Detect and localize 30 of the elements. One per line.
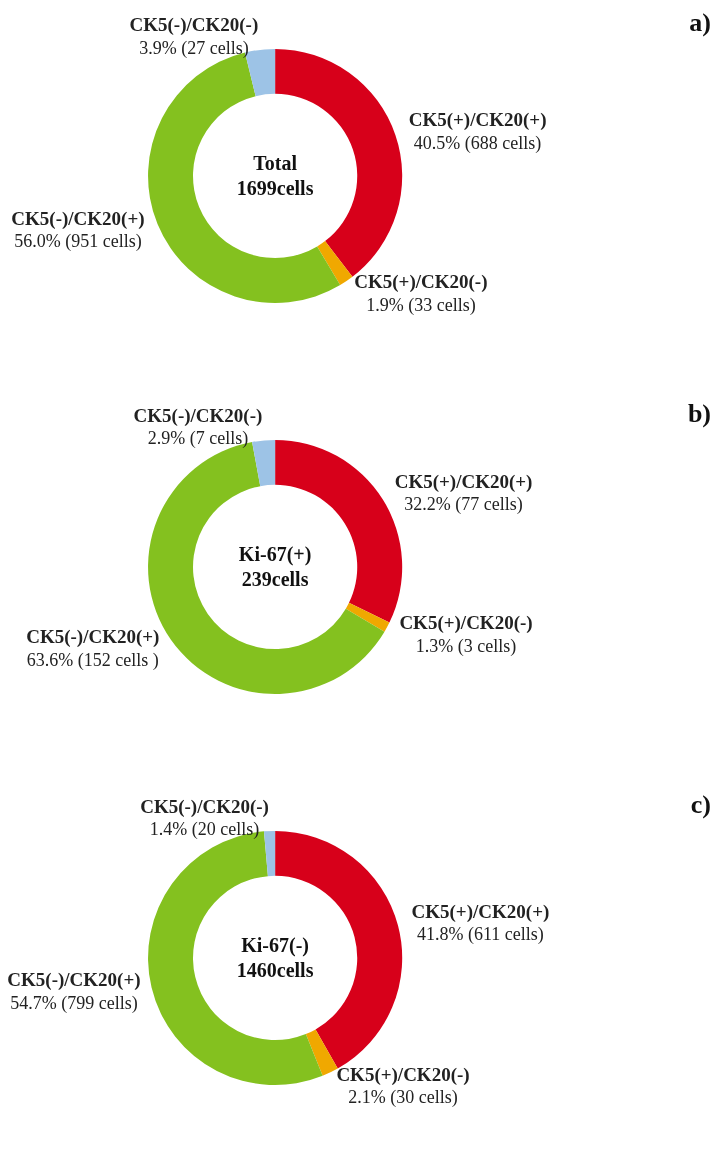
slice-label: CK5(+)/CK20(-) bbox=[399, 612, 533, 635]
data-label: 54.7% (799 cells) bbox=[10, 992, 138, 1014]
slice-label: CK5(-)/CK20(-) bbox=[140, 795, 269, 818]
text: Ki-67(+) 239cells bbox=[238, 543, 312, 591]
data-label: 63.6% (152 cells ) bbox=[26, 649, 159, 671]
data-label: 41.8% (611 cells) bbox=[417, 924, 544, 946]
slice-label: CK5(-)/CK20(+) bbox=[26, 626, 160, 649]
data-label: 2.9% (7 cells) bbox=[147, 428, 249, 450]
text: Total 1699cells bbox=[236, 152, 314, 200]
data-label: 2.1% (30 cells) bbox=[348, 1087, 458, 1109]
slice-label: CK5(+)/CK20(+) bbox=[408, 109, 547, 132]
slice-label: CK5(+)/CK20(-) bbox=[336, 1063, 470, 1086]
slice-label: CK5(-)/CK20(+) bbox=[11, 207, 145, 230]
data-label: 32.2% (77 cells) bbox=[404, 494, 523, 516]
slice-label: CK5(-)/CK20(-) bbox=[129, 14, 259, 37]
text: a) bbox=[689, 7, 712, 37]
text: c) bbox=[690, 789, 711, 819]
data-label: 3.9% (27 cells) bbox=[139, 37, 249, 59]
data-label: 56.0% (951 cells) bbox=[14, 231, 142, 253]
data-label: 1.4% (20 cells) bbox=[149, 819, 260, 841]
data-label: 1.9% (33 cells) bbox=[366, 294, 476, 316]
data-label: 1.3% (3 cells) bbox=[415, 635, 517, 657]
slice-label: CK5(-)/CK20(-) bbox=[133, 404, 263, 427]
data-label: 40.5% (688 cells) bbox=[413, 132, 542, 154]
slice-label: CK5(+)/CK20(+) bbox=[394, 470, 533, 493]
slice-label: CK5(+)/CK20(-) bbox=[354, 271, 488, 294]
slice-label: CK5(-)/CK20(+) bbox=[7, 969, 141, 992]
slice-label: CK5(+)/CK20(+) bbox=[411, 900, 550, 923]
text: b) bbox=[687, 398, 712, 428]
text: Ki-67(-) 1460cells bbox=[236, 934, 314, 982]
